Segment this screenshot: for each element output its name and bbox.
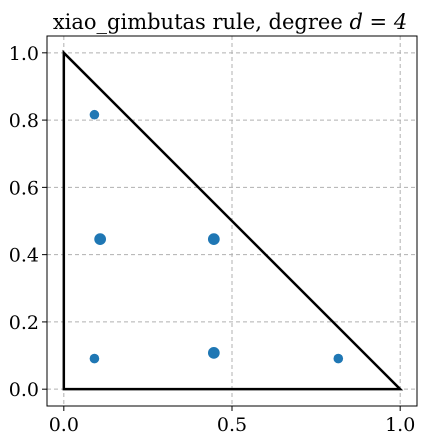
y-tick-label-2: 0.4 bbox=[9, 245, 39, 267]
quadrature-point-1 bbox=[94, 233, 106, 245]
y-tick-label-5: 1.0 bbox=[9, 43, 39, 65]
chart-title-text: xiao_gimbutas rule, degree bbox=[53, 10, 350, 34]
quadrature-point-5 bbox=[334, 354, 344, 364]
x-tick-label-0: 0.0 bbox=[49, 414, 79, 436]
chart-title-math: d = 4 bbox=[349, 10, 407, 34]
chart-title: xiao_gimbutas rule, degree d = 4 bbox=[53, 10, 407, 34]
x-tick-label-2: 1.0 bbox=[385, 414, 415, 436]
y-tick-label-0: 0.0 bbox=[9, 379, 39, 401]
quadrature-point-0 bbox=[90, 110, 100, 120]
quadrature-points bbox=[90, 110, 343, 363]
x-tick-label-1: 0.5 bbox=[217, 414, 247, 436]
y-axis-ticks: 0.0 0.2 0.4 0.6 0.8 1.0 bbox=[9, 43, 47, 401]
y-tick-label-1: 0.2 bbox=[9, 312, 39, 334]
x-axis-ticks: 0.0 0.5 1.0 bbox=[49, 406, 416, 436]
quadrature-point-4 bbox=[208, 347, 220, 359]
y-tick-label-3: 0.6 bbox=[9, 177, 39, 199]
quadrature-point-3 bbox=[90, 354, 100, 364]
quadrature-point-2 bbox=[208, 233, 220, 245]
y-tick-label-4: 0.8 bbox=[9, 110, 39, 132]
